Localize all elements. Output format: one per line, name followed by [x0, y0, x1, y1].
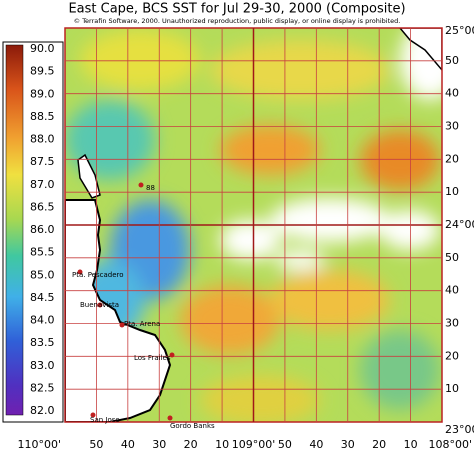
lat-label: 20 [445, 152, 459, 165]
place-marker [97, 302, 103, 308]
lon-label: 30 [152, 438, 166, 451]
colorbar-label: 87.0 [30, 178, 55, 191]
lat-label: 20 [445, 349, 459, 362]
lat-label: 25°00' [445, 24, 474, 37]
lat-label: 23°00' [445, 423, 474, 436]
lon-label: 50 [278, 438, 292, 451]
place-marker [90, 412, 96, 418]
colorbar-label: 85.0 [30, 268, 55, 281]
lon-label: 50 [89, 438, 103, 451]
lon-label: 109°00' [232, 438, 276, 451]
lat-label: 40 [445, 87, 459, 100]
sst-field [65, 28, 442, 422]
place-label: Pta. Pescadero [72, 271, 124, 279]
place-label: 88 [146, 184, 155, 192]
lon-label: 20 [184, 438, 198, 451]
colorbar-label: 83.5 [30, 336, 55, 349]
place-label: Los Frailes [134, 354, 171, 362]
colorbar-label: 85.5 [30, 246, 55, 259]
place-label: Pta. Arena [124, 320, 160, 328]
colorbar-label: 84.0 [30, 314, 55, 327]
lat-label: 50 [445, 54, 459, 67]
lon-label: 40 [121, 438, 135, 451]
colorbar-label: 82.5 [30, 381, 55, 394]
place-label: Buenavista [80, 301, 119, 309]
colorbar-label: 87.5 [30, 155, 55, 168]
lon-label: 10 [215, 438, 229, 451]
colorbar-label: 82.0 [30, 404, 55, 417]
lat-label: 40 [445, 284, 459, 297]
lat-label: 30 [445, 120, 459, 133]
title: East Cape, BCS SST for Jul 29-30, 2000 (… [68, 2, 405, 17]
lat-label: 24°00' [445, 218, 474, 231]
lon-label: 40 [309, 438, 323, 451]
lon-label: 108°00' [428, 438, 472, 451]
place-label: San Jose [90, 416, 120, 424]
colorbar-label: 84.5 [30, 291, 55, 304]
place-marker [169, 352, 175, 358]
colorbar [5, 44, 24, 416]
colorbar-label: 86.0 [30, 223, 55, 236]
place-marker [138, 182, 144, 188]
lon-label: 20 [372, 438, 386, 451]
place-label: Gordo Banks [170, 422, 215, 430]
lat-label: 10 [445, 382, 459, 395]
colorbar-label: 86.5 [30, 200, 55, 213]
place-marker [167, 415, 173, 421]
lon-label: 110°00' [17, 438, 61, 451]
lat-label: 30 [445, 317, 459, 330]
colorbar-label: 89.5 [30, 65, 55, 78]
colorbar-label: 88.5 [30, 110, 55, 123]
lon-label: 10 [404, 438, 418, 451]
place-marker [119, 322, 125, 328]
copyright: © Terrafin Software, 2000. Unauthorized … [74, 17, 401, 25]
lon-label: 30 [341, 438, 355, 451]
colorbar-label: 88.0 [30, 133, 55, 146]
place-marker [77, 269, 83, 275]
lat-label: 10 [445, 185, 459, 198]
lat-label: 50 [445, 251, 459, 264]
colorbar-label: 83.0 [30, 359, 55, 372]
colorbar-label: 89.0 [30, 87, 55, 100]
colorbar-label: 90.0 [30, 42, 55, 55]
